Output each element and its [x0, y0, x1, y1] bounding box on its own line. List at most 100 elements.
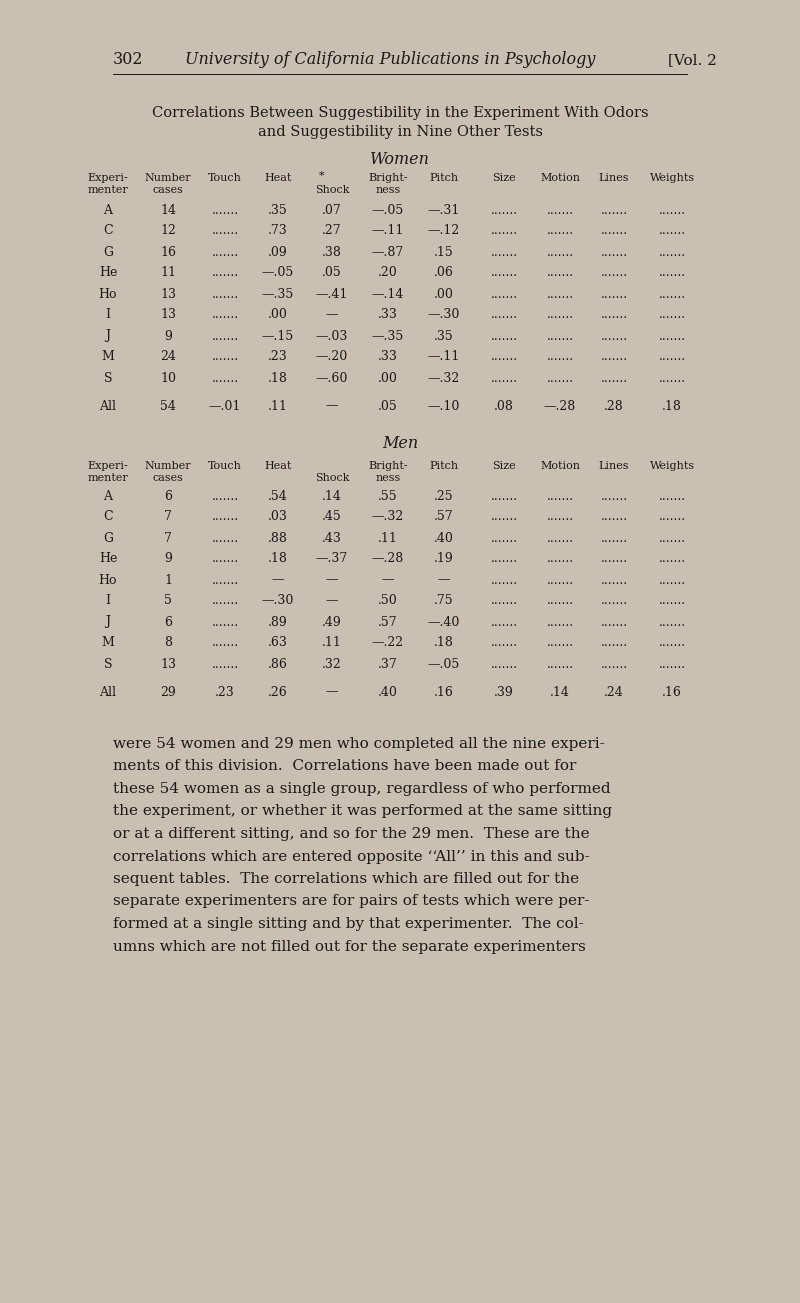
Text: .......: ....... [546, 245, 574, 258]
Text: .25: .25 [434, 490, 454, 503]
Text: .......: ....... [658, 224, 686, 237]
Text: umns which are not filled out for the separate experimenters: umns which are not filled out for the se… [113, 939, 586, 954]
Text: .......: ....... [658, 552, 686, 566]
Text: —.10: —.10 [428, 400, 460, 413]
Text: .......: ....... [601, 636, 627, 649]
Text: .......: ....... [211, 573, 238, 586]
Text: .......: ....... [490, 636, 518, 649]
Text: 7: 7 [164, 511, 172, 524]
Text: .40: .40 [378, 685, 398, 698]
Text: —.05: —.05 [372, 203, 404, 216]
Text: 10: 10 [160, 371, 176, 384]
Text: .63: .63 [268, 636, 288, 649]
Text: .......: ....... [601, 532, 627, 545]
Text: C: C [103, 224, 113, 237]
Text: .49: .49 [322, 615, 342, 628]
Text: .......: ....... [601, 351, 627, 364]
Text: .......: ....... [490, 490, 518, 503]
Text: —.30: —.30 [428, 309, 460, 322]
Text: 29: 29 [160, 685, 176, 698]
Text: .......: ....... [601, 511, 627, 524]
Text: —.40: —.40 [428, 615, 460, 628]
Text: .......: ....... [490, 552, 518, 566]
Text: .26: .26 [268, 685, 288, 698]
Text: .37: .37 [378, 658, 398, 671]
Text: Motion: Motion [540, 461, 580, 470]
Text: .......: ....... [601, 490, 627, 503]
Text: .......: ....... [211, 636, 238, 649]
Text: —: — [272, 573, 284, 586]
Text: 7: 7 [164, 532, 172, 545]
Text: .......: ....... [546, 330, 574, 343]
Text: cases: cases [153, 473, 183, 483]
Text: 12: 12 [160, 224, 176, 237]
Text: J: J [106, 615, 110, 628]
Text: 11: 11 [160, 267, 176, 280]
Text: Motion: Motion [540, 173, 580, 182]
Text: —.32: —.32 [428, 371, 460, 384]
Text: —.22: —.22 [372, 636, 404, 649]
Text: .......: ....... [546, 552, 574, 566]
Text: —: — [326, 573, 338, 586]
Text: .40: .40 [434, 532, 454, 545]
Text: .27: .27 [322, 224, 342, 237]
Text: —: — [326, 400, 338, 413]
Text: .......: ....... [601, 658, 627, 671]
Text: Weights: Weights [650, 461, 694, 470]
Text: .23: .23 [215, 685, 235, 698]
Text: .......: ....... [490, 203, 518, 216]
Text: .......: ....... [546, 490, 574, 503]
Text: .......: ....... [601, 267, 627, 280]
Text: .......: ....... [658, 511, 686, 524]
Text: .......: ....... [546, 636, 574, 649]
Text: .23: .23 [268, 351, 288, 364]
Text: .08: .08 [494, 400, 514, 413]
Text: University of California Publications in Psychology: University of California Publications in… [185, 52, 595, 69]
Text: .......: ....... [658, 490, 686, 503]
Text: —: — [326, 594, 338, 607]
Text: .......: ....... [658, 636, 686, 649]
Text: —.41: —.41 [316, 288, 348, 301]
Text: .14: .14 [322, 490, 342, 503]
Text: G: G [103, 532, 113, 545]
Text: Lines: Lines [598, 461, 630, 470]
Text: .86: .86 [268, 658, 288, 671]
Text: .......: ....... [546, 309, 574, 322]
Text: .......: ....... [490, 573, 518, 586]
Text: All: All [99, 400, 117, 413]
Text: these 54 women as a single group, regardless of who performed: these 54 women as a single group, regard… [113, 782, 610, 796]
Text: .......: ....... [658, 330, 686, 343]
Text: .00: .00 [434, 288, 454, 301]
Text: .......: ....... [658, 245, 686, 258]
Text: ness: ness [375, 185, 401, 195]
Text: .32: .32 [322, 658, 342, 671]
Text: Men: Men [382, 435, 418, 452]
Text: menter: menter [88, 185, 128, 195]
Text: .03: .03 [268, 511, 288, 524]
Text: Bright-: Bright- [368, 461, 408, 470]
Text: [Vol. 2: [Vol. 2 [668, 53, 717, 66]
Text: —.28: —.28 [372, 552, 404, 566]
Text: .......: ....... [601, 552, 627, 566]
Text: .89: .89 [268, 615, 288, 628]
Text: .19: .19 [434, 552, 454, 566]
Text: were 54 women and 29 men who completed all the nine experi-: were 54 women and 29 men who completed a… [113, 737, 605, 751]
Text: .......: ....... [211, 594, 238, 607]
Text: .......: ....... [211, 245, 238, 258]
Text: .05: .05 [378, 400, 398, 413]
Text: .......: ....... [211, 309, 238, 322]
Text: ness: ness [375, 473, 401, 483]
Text: .57: .57 [434, 511, 454, 524]
Text: .......: ....... [490, 658, 518, 671]
Text: .......: ....... [490, 288, 518, 301]
Text: S: S [104, 658, 112, 671]
Text: —: — [326, 309, 338, 322]
Text: .......: ....... [211, 267, 238, 280]
Text: —.14: —.14 [372, 288, 404, 301]
Text: —.31: —.31 [428, 203, 460, 216]
Text: .57: .57 [378, 615, 398, 628]
Text: .......: ....... [490, 224, 518, 237]
Text: .......: ....... [546, 532, 574, 545]
Text: .18: .18 [268, 552, 288, 566]
Text: G: G [103, 245, 113, 258]
